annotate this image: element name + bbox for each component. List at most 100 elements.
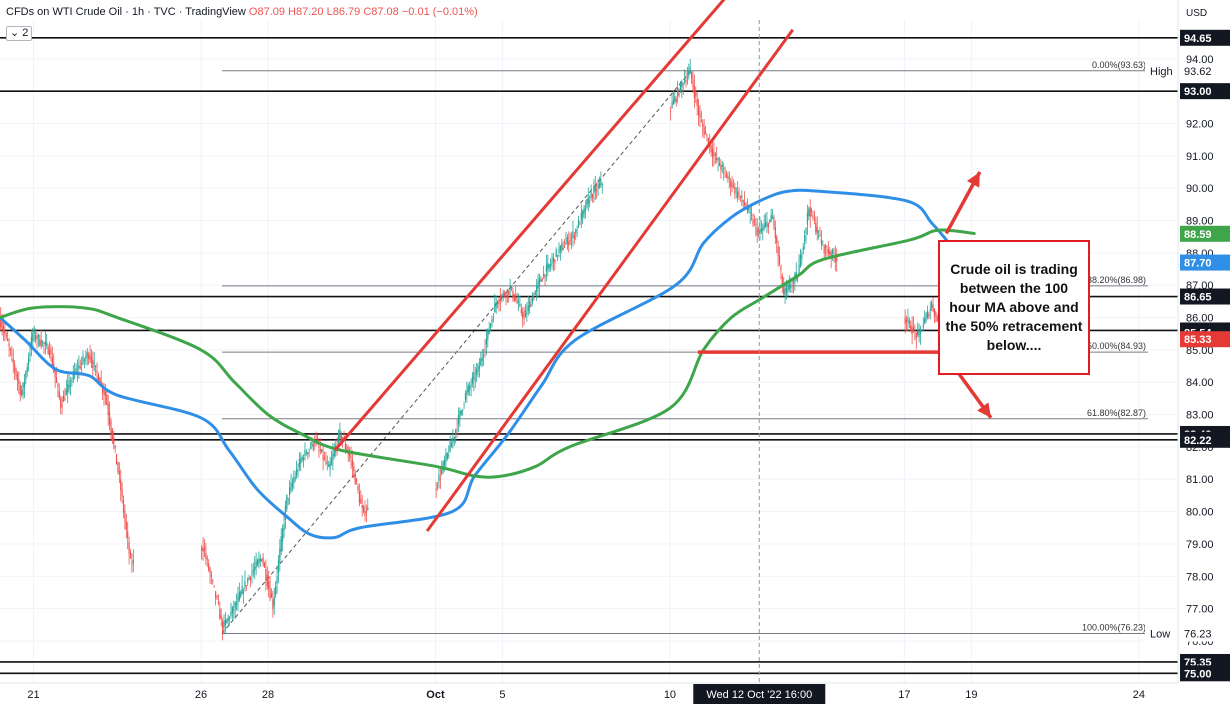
candle-body xyxy=(562,248,564,250)
candle-body xyxy=(764,222,767,227)
badge-icon: ⌄ xyxy=(10,27,23,39)
candle-body xyxy=(732,184,735,186)
candle-body xyxy=(272,599,274,610)
candle-body xyxy=(757,230,760,233)
candle-body xyxy=(932,304,934,312)
candle-body xyxy=(569,239,571,242)
candle-body xyxy=(936,316,938,321)
candle-body xyxy=(830,252,832,258)
candle-body xyxy=(561,243,563,250)
candle-body xyxy=(443,460,446,467)
candle-body xyxy=(591,194,594,198)
candle-body xyxy=(908,320,910,324)
price-tick-label: 90.00 xyxy=(1186,183,1214,195)
candle-body xyxy=(702,123,704,127)
candle-body xyxy=(600,179,602,186)
candle-body xyxy=(95,365,97,368)
candle-body xyxy=(590,191,592,198)
candle-body xyxy=(48,348,51,356)
candle-body xyxy=(220,615,222,619)
candle-body xyxy=(519,303,521,306)
candle-body xyxy=(568,241,570,246)
candle-body xyxy=(5,334,7,336)
candle-body xyxy=(305,453,307,455)
candle-body xyxy=(439,477,441,479)
candle-body xyxy=(545,264,548,273)
candle-body xyxy=(34,335,37,340)
candle-body xyxy=(524,310,527,318)
candle-body xyxy=(269,587,271,599)
candle-body xyxy=(452,438,454,444)
candle-body xyxy=(699,113,701,118)
candle-body xyxy=(266,575,268,587)
candle-body xyxy=(905,319,908,323)
candle-body xyxy=(85,356,87,359)
candle-body xyxy=(751,215,753,216)
candle-body xyxy=(527,305,529,312)
candle-body xyxy=(97,374,99,383)
candle-body xyxy=(824,245,827,248)
candle-body xyxy=(924,318,926,325)
candle-body xyxy=(682,84,684,86)
candle-body xyxy=(783,285,785,295)
candle-body xyxy=(522,311,524,319)
candle-body xyxy=(925,314,927,321)
candle-body xyxy=(829,251,831,255)
candle-body xyxy=(19,384,21,395)
candle-body xyxy=(121,489,123,497)
candle-body xyxy=(90,356,93,364)
price-label-bg xyxy=(1180,625,1230,642)
candle-body xyxy=(780,265,782,271)
candle-body xyxy=(695,92,697,97)
candle-body xyxy=(710,145,712,153)
candle-body xyxy=(755,224,757,226)
candle-body xyxy=(928,314,930,317)
candle-body xyxy=(289,487,291,495)
candle-body xyxy=(752,218,754,225)
candle-body xyxy=(353,466,355,472)
candle-body xyxy=(263,562,266,568)
candle-body xyxy=(594,185,596,192)
candle-body xyxy=(233,609,235,612)
candle-body xyxy=(563,246,566,248)
candle-body xyxy=(703,127,705,135)
candle-body xyxy=(337,433,340,443)
candle-body xyxy=(512,291,514,299)
candle-body xyxy=(704,130,707,135)
candle-body xyxy=(309,447,312,449)
candle-body xyxy=(813,219,816,221)
candle-body xyxy=(61,404,63,407)
candle-body xyxy=(551,260,553,264)
candle-body xyxy=(485,338,488,345)
price-label: 76.23 xyxy=(1184,629,1212,641)
candle-body xyxy=(203,547,206,552)
arrow-head xyxy=(966,172,980,188)
candle-body xyxy=(565,242,567,245)
candle-body xyxy=(488,329,490,334)
candle-body xyxy=(72,371,74,379)
candle-body xyxy=(473,372,475,381)
candle-body xyxy=(766,221,768,226)
candle-body xyxy=(601,184,603,185)
candle-body xyxy=(215,591,217,598)
candle-body xyxy=(273,597,275,606)
candle-body xyxy=(802,247,804,251)
candle-body xyxy=(526,312,528,315)
candle-body xyxy=(770,214,772,221)
candle-body xyxy=(75,368,77,373)
price-tick-label: 81.00 xyxy=(1186,474,1214,486)
fib-level-label: 50.00%(84.93) xyxy=(1087,341,1146,351)
candle-body xyxy=(328,464,330,467)
candle-body xyxy=(778,256,781,265)
candle-body xyxy=(808,208,810,217)
candle-body xyxy=(531,297,534,302)
candle-body xyxy=(230,612,232,616)
fib-level-label: 38.20%(86.98) xyxy=(1087,275,1146,285)
candle-body xyxy=(688,71,690,76)
candle-body xyxy=(55,377,58,383)
candle-body xyxy=(577,219,580,227)
time-tick-label: 5 xyxy=(499,689,505,701)
candle-body xyxy=(831,249,834,254)
layout-badge[interactable]: ⌄ 2 xyxy=(6,26,33,41)
candle-body xyxy=(249,577,252,581)
